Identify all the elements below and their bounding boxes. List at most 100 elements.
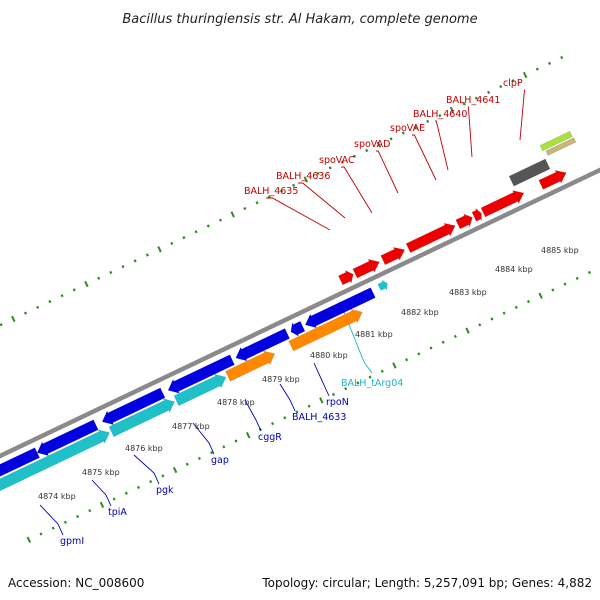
tick-mark-outer [522,71,528,79]
gene-label-forward: spoVAD [354,139,391,150]
genome-title: Bacillus thuringiensis str. Al Hakam, co… [122,12,477,27]
tick-mark-inner [319,397,324,404]
gene-forward [338,269,354,286]
tick-mark-inner [344,387,348,391]
gene-reverse-teal [108,398,175,438]
gene-reverse-orange [288,308,363,352]
tick-mark-outer [48,299,52,304]
tick-mark-outer [23,311,28,315]
gene-reverse [0,447,40,477]
tick-mark-inner [271,421,275,426]
tick-mark-outer [560,55,564,60]
genome-backbone [0,167,600,459]
gene-forward [380,247,406,266]
tick-mark-outer [157,246,162,253]
tick-label: 4875 kbp [82,468,120,477]
tick-mark-inner [76,514,80,519]
leader-forward [467,106,473,158]
leader-forward [412,134,437,181]
tick-mark-inner [51,526,55,530]
leader-forward [341,166,373,214]
tick-mark-outer [401,131,405,135]
tick-mark-outer [133,259,137,263]
tick-mark-inner [514,305,518,309]
tick-mark-inner [26,536,32,543]
tick-mark-inner [99,501,105,509]
leader-reverse [192,422,215,455]
gene-reverse [235,328,290,362]
gene-label-forward: clpP [503,78,523,89]
tick-mark-outer [535,67,539,71]
gene-label-forward: spoVAC [319,155,355,166]
topology-summary-text: Topology: circular; Length: 5,257,091 bp… [261,576,592,590]
tick-label: 4885 kbp [541,246,579,255]
tick-mark-outer [426,119,430,124]
leader-reverse [279,383,296,412]
tick-mark-inner [441,340,445,344]
gene-forward-gray [508,158,551,187]
tick-mark-outer [449,106,455,113]
tick-label: 4883 kbp [449,288,487,297]
tick-label: 4879 kbp [262,375,300,384]
gene-label-reverse: cggR [258,432,282,443]
leader-forward [519,89,525,141]
tick-mark-outer [97,276,101,280]
tick-mark-inner [405,358,409,362]
tick-mark-inner [575,276,579,280]
tick-mark-inner [283,416,287,420]
leader-reverse [91,479,112,507]
tick-mark-inner [222,445,226,449]
tick-mark-outer [60,294,64,298]
tick-mark-inner [478,323,482,327]
tick-label: 4878 kbp [217,398,255,407]
gene-reverse-teal [0,429,110,492]
tick-mark-outer [11,315,16,323]
leader-reverse [313,362,330,397]
tick-mark-outer [413,125,417,129]
tick-mark-inner [149,480,153,484]
tick-label: 4881 kbp [355,330,393,339]
gene-forward [352,259,380,279]
tick-mark-inner [88,509,92,513]
tick-mark-outer [328,166,332,170]
gene-label-reverse: BALH_4633 [292,412,346,423]
tick-mark-inner [172,466,178,474]
leader-forward [435,120,449,171]
trna-marker [377,279,388,291]
tick-mark-outer [292,183,296,187]
gene-reverse [304,287,376,329]
tick-mark-inner [63,520,67,524]
tick-mark-outer [170,241,174,246]
gene-label-forward: BALH_4641 [446,95,500,106]
gene-forward [471,208,482,222]
tick-mark-outer [316,172,320,176]
gene-label-forward: BALH_4636 [276,171,330,182]
tick-mark-outer [84,280,89,288]
tick-mark-outer [303,176,308,183]
tick-mark-outer [109,270,113,275]
gene-label-forward: BALH_4640 [413,109,467,120]
tick-mark-outer [182,236,186,240]
tick-mark-inner [124,491,128,495]
tick-mark-inner [551,288,555,292]
tick-mark-inner [538,292,543,299]
tick-mark-inner [295,410,299,414]
tick-mark-outer [340,160,344,164]
gene-reverse [290,320,306,337]
leader-forward [298,182,346,219]
tick-mark-outer [487,90,491,94]
tick-mark-inner [234,439,238,443]
leader-reverse [133,454,160,485]
tick-mark-outer [230,211,235,218]
gene-reverse-orange [225,350,276,382]
backbone-line [0,167,600,459]
gene-label-reverse: gpmI [60,536,84,547]
tick-mark-inner [490,317,494,321]
tick-mark-outer [0,323,3,327]
gene-label-reverse: rpoN [326,397,349,408]
tick-mark-inner [392,362,397,369]
tick-mark-inner [161,474,165,478]
tick-mark-outer [389,137,393,141]
